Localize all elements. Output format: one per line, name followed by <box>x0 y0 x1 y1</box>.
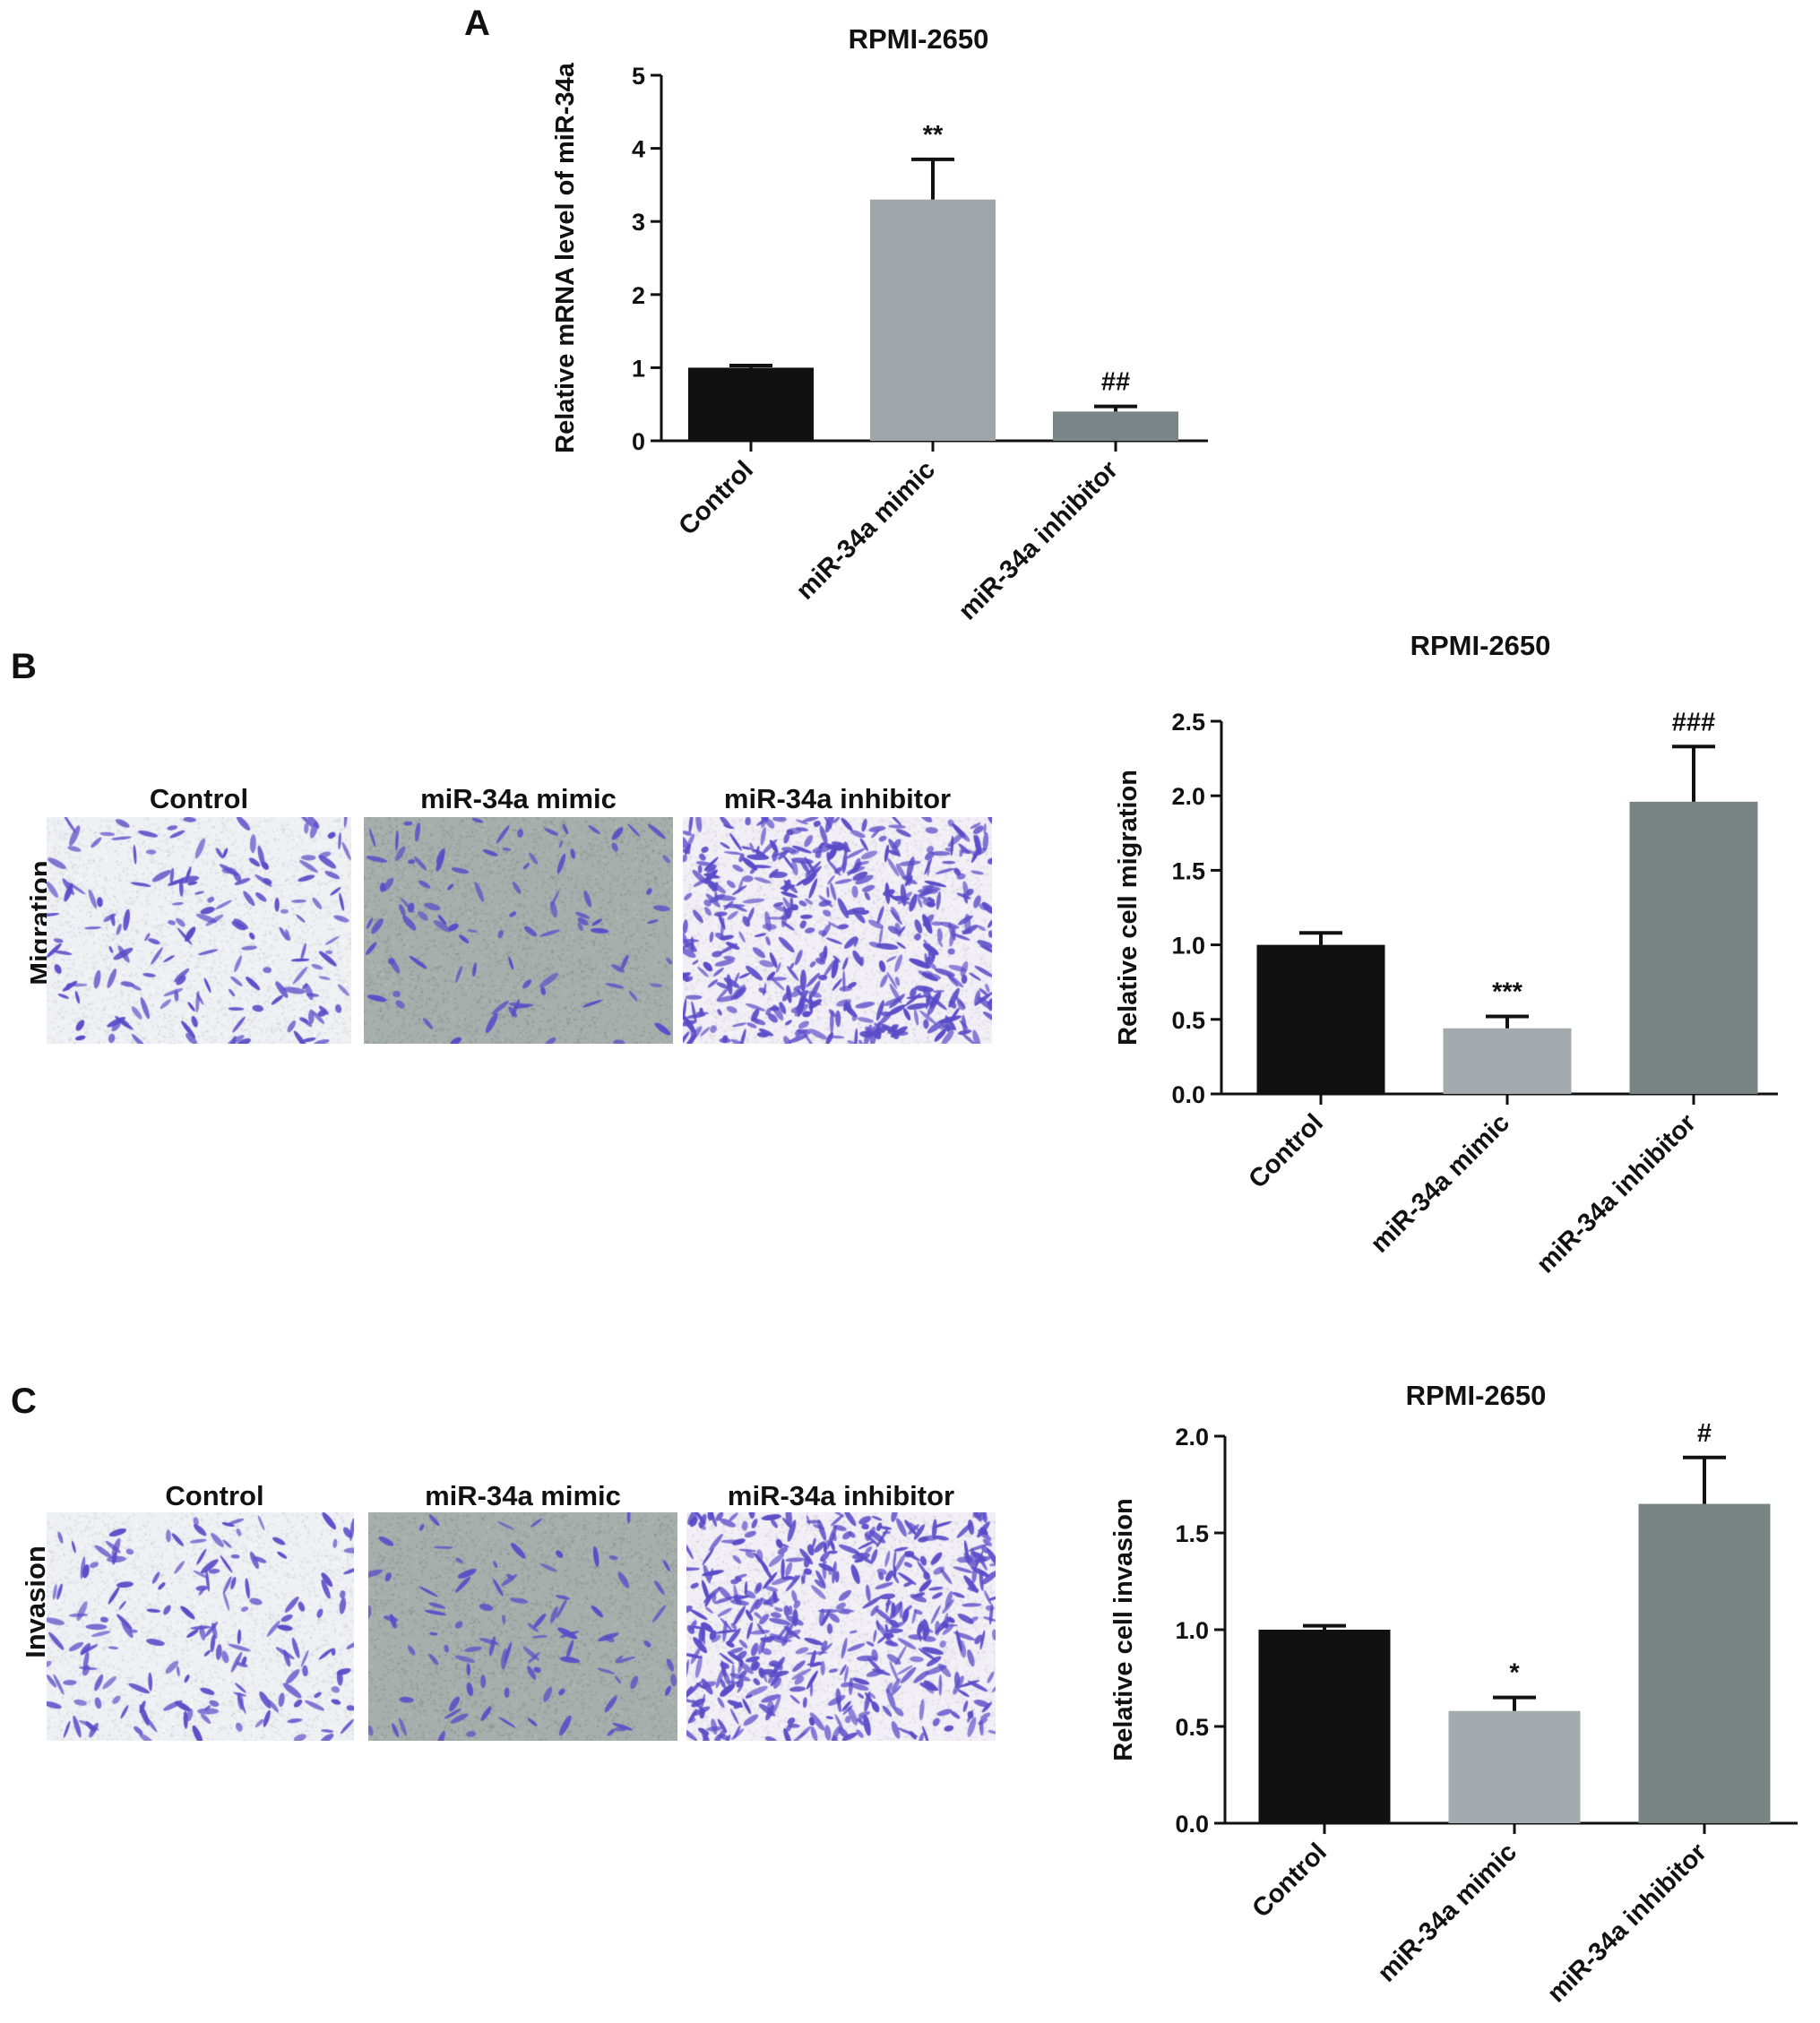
y-tick-label: 1.0 <box>1175 1617 1209 1644</box>
y-tick-label: 2.5 <box>1171 709 1205 736</box>
bar <box>1443 1028 1572 1094</box>
y-axis-label: Relative cell migration <box>1114 770 1143 1046</box>
y-tick-label: 3 <box>632 209 645 236</box>
panel-label-c: C <box>11 1382 37 1421</box>
chart-title: RPMI-2650 <box>849 23 989 55</box>
category-label: miR-34a mimic <box>1373 1838 1522 1987</box>
bar <box>1258 1630 1391 1823</box>
category-label: Control <box>1243 1108 1329 1194</box>
y-tick-label: 1.5 <box>1175 1520 1209 1547</box>
significance-mark: ### <box>1672 708 1715 736</box>
bar <box>1629 801 1758 1094</box>
y-tick-label: 0.0 <box>1175 1811 1209 1838</box>
bar <box>1448 1710 1581 1823</box>
significance-mark: * <box>1509 1659 1520 1688</box>
bar <box>1256 944 1385 1094</box>
category-label: miR-34a inhibitor <box>1542 1838 1712 2008</box>
micrograph-migration-mimic <box>364 817 673 1044</box>
bar <box>688 367 814 441</box>
bar <box>870 199 996 441</box>
y-tick-label: 1 <box>632 355 645 382</box>
y-tick-label: 1.5 <box>1171 857 1205 884</box>
y-tick-label: 0.5 <box>1175 1714 1209 1741</box>
micrograph-invasion-inhibitor <box>686 1512 996 1741</box>
category-label: miR-34a mimic <box>1366 1108 1515 1258</box>
chart-b: RPMI-2650 0.0 0.5 1.0 1.5 2.0 2.5 Relative cell… <box>1114 630 1778 1278</box>
chart-a: RPMI-2650 0 1 2 3 4 5 Relative mRNA level of mi… <box>551 23 1208 625</box>
micrograph-migration-inhibitor <box>683 817 992 1044</box>
y-tick-label: 1.0 <box>1171 933 1205 960</box>
panel-label-b: B <box>11 647 37 686</box>
significance-mark: # <box>1697 1419 1712 1448</box>
chart-c: RPMI-2650 0.0 0.5 1.0 1.5 2.0 Relative cell in… <box>1109 1380 1798 2008</box>
micrograph-title-mimic: miR-34a mimic <box>420 783 617 814</box>
panel-label-a: A <box>464 4 490 43</box>
micrograph-title-mimic-c: miR-34a mimic <box>425 1480 621 1511</box>
category-label: miR-34a mimic <box>791 455 941 605</box>
category-label: miR-34a inhibitor <box>1531 1108 1702 1278</box>
significance-mark: ## <box>1101 368 1130 397</box>
category-label: miR-34a inhibitor <box>953 455 1124 625</box>
micrograph-title-inhibitor: miR-34a inhibitor <box>723 783 952 814</box>
micrograph-migration-control <box>47 817 351 1044</box>
y-tick-label: 2.0 <box>1175 1424 1209 1451</box>
y-tick-label: 2 <box>632 282 645 309</box>
significance-mark: ** <box>923 121 944 150</box>
chart-title: RPMI-2650 <box>1410 630 1551 661</box>
bar <box>1638 1503 1771 1823</box>
bar <box>1053 411 1178 441</box>
y-tick-label: 0 <box>632 428 645 455</box>
y-tick-label: 0.0 <box>1171 1081 1205 1108</box>
micrograph-title-control-c: Control <box>165 1480 264 1511</box>
micrograph-title-control: Control <box>149 783 249 814</box>
micrograph-invasion-mimic <box>368 1512 677 1741</box>
micrograph-title-inhibitor-c: miR-34a inhibitor <box>727 1480 955 1511</box>
y-tick-label: 4 <box>632 136 645 163</box>
category-label: Control <box>673 455 759 541</box>
y-axis-label: Relative cell invasion <box>1109 1498 1138 1760</box>
category-label: Control <box>1246 1838 1333 1924</box>
y-tick-label: 2.0 <box>1171 783 1205 810</box>
y-tick-label: 5 <box>632 63 645 90</box>
micrograph-invasion-control <box>47 1512 354 1741</box>
y-axis-label: Relative mRNA level of miR-34a <box>551 62 580 453</box>
chart-title: RPMI-2650 <box>1406 1380 1547 1411</box>
significance-mark: *** <box>1492 977 1523 1006</box>
y-tick-label: 0.5 <box>1171 1007 1205 1034</box>
